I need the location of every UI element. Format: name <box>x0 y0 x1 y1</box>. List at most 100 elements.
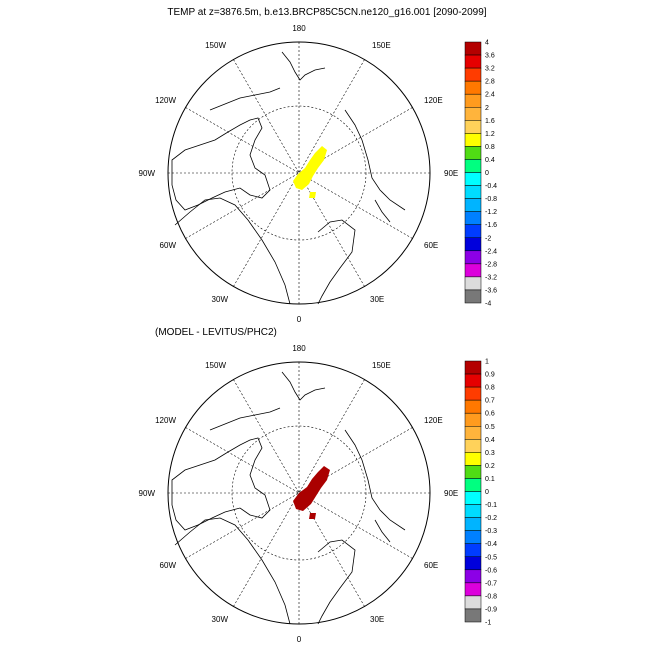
bottom-lon-label-150w: 150W <box>205 361 226 370</box>
top-map: 180 0 90W 90E 150W 150E 120W 120E 60W 60… <box>139 24 459 324</box>
bottom_panel-colorbar-label: 0.1 <box>485 476 495 483</box>
bottom_panel-colorbar-label: -0.5 <box>485 554 497 561</box>
top_panel-colorbar-swatch <box>464 198 482 212</box>
bottom_panel-colorbar-swatch <box>464 556 482 571</box>
bottom_panel-colorbar-label: 0.9 <box>485 372 495 379</box>
bottom_panel-colorbar-label: -0.3 <box>485 528 497 535</box>
top-lon-labels: 180 0 90W 90E 150W 150E 120W 120E 60W 60… <box>139 24 459 324</box>
bottom-lon-label-90e: 90E <box>444 489 458 498</box>
bottom_panel-colorbar-label: 0.4 <box>485 437 495 444</box>
bottom_panel-colorbar-swatch <box>464 386 482 401</box>
top_panel-colorbar-swatch <box>464 93 482 108</box>
top-lon-label-150e: 150E <box>372 41 391 50</box>
bottom-coast-greenland-canada <box>174 517 291 625</box>
top-lon-label-0: 0 <box>297 315 302 324</box>
top_panel-colorbar-swatch <box>464 289 482 304</box>
bottom_panel-colorbar-swatch <box>464 543 482 558</box>
bottom_panel-colorbar-label: 0 <box>485 489 489 496</box>
top-field-patch-small <box>309 192 316 198</box>
bottom-lon-label-90w: 90W <box>139 489 156 498</box>
top-field-patch-main <box>293 146 327 190</box>
bottom_panel-colorbar-swatch <box>464 439 482 453</box>
bottom_panel-colorbar-swatch <box>464 452 482 466</box>
top_panel-colorbar-label: 4 <box>485 40 489 47</box>
top_panel-colorbar-label: 3.6 <box>485 53 495 60</box>
bottom_panel-colorbar-swatch <box>464 517 482 531</box>
top-lon-label-180: 180 <box>292 24 306 33</box>
top-coast-siberia <box>344 109 406 211</box>
bottom_panel-colorbar-label: 0.3 <box>485 450 495 457</box>
bottom-coast-bering <box>281 371 326 401</box>
top_panel-colorbar-swatch <box>464 211 482 225</box>
top-coast-novaya <box>374 199 391 223</box>
bottom-coast-novaya <box>374 519 391 543</box>
bottom-field-patch-small <box>309 513 316 519</box>
top-colorbar: 4 3.6 3.2 2.8 2.4 2 1.6 1.2 0.8 0.4 0 -0.4 -0.8 -1.2 -… <box>464 40 497 308</box>
bottom_panel-colorbar-swatch <box>464 569 482 584</box>
bottom_panel-colorbar-swatch <box>464 399 482 414</box>
top_panel-colorbar-swatch <box>464 107 482 121</box>
bottom_panel-colorbar-swatch <box>464 426 482 440</box>
top_panel-colorbar-label: 2.4 <box>485 92 495 99</box>
bottom_panel-colorbar-label: 0.6 <box>485 411 495 418</box>
bottom_panel-colorbar-label: -0.8 <box>485 593 497 600</box>
bottom-map: 180 0 90W 90E 150W 150E 120W 120E 60W 60… <box>139 344 459 644</box>
top-map-boundary <box>167 41 431 305</box>
top-lon-label-30w: 30W <box>212 295 229 304</box>
bottom-data-field <box>293 466 330 519</box>
bottom-lon-label-60e: 60E <box>424 561 438 570</box>
bottom-graticule <box>168 362 430 624</box>
top_panel-colorbar-swatch <box>464 80 482 95</box>
bottom_panel-colorbar-label: -0.1 <box>485 502 497 509</box>
top_panel-colorbar-swatch <box>464 250 482 265</box>
top-panel: TEMP at z=3876.5m, b.e13.BRCP85C5CN.ne12… <box>139 7 498 324</box>
top-data-field <box>293 146 327 198</box>
top_panel-colorbar-label: -2 <box>485 235 491 242</box>
bottom_panel-colorbar-label: -0.2 <box>485 515 497 522</box>
bottom-colorbar: 1 0.9 0.8 0.7 0.6 0.5 0.4 0.3 0.2 0.1 0 -0.1 -0.2 -0.… <box>464 359 497 627</box>
bottom-lon-label-120w: 120W <box>155 416 176 425</box>
bottom_panel-colorbar-label: -0.4 <box>485 541 497 548</box>
top_panel-colorbar-swatch <box>464 263 482 278</box>
top_panel-colorbar-label: 0 <box>485 170 489 177</box>
top-graticule <box>168 42 430 304</box>
bottom-coast-arctic-archipelago <box>171 437 271 531</box>
bottom_panel-colorbar-swatch <box>464 530 482 544</box>
top_panel-colorbar-label: -3.2 <box>485 274 497 281</box>
bottom-panel: (MODEL - LEVITUS/PHC2) <box>139 327 498 644</box>
bottom_panel-colorbar-swatch <box>464 608 482 623</box>
top-coastlines <box>171 51 406 305</box>
top_panel-colorbar-swatch <box>464 276 482 291</box>
bottom-coast-alaska <box>209 407 281 431</box>
bottom_panel-colorbar-swatch <box>464 360 482 375</box>
bottom_panel-colorbar-swatch <box>464 491 482 505</box>
top_panel-colorbar-label: -1.2 <box>485 209 497 216</box>
bottom_panel-colorbar-label: 0.2 <box>485 463 495 470</box>
bottom-lon-label-120e: 120E <box>424 416 443 425</box>
top_panel-colorbar-label: 2.8 <box>485 79 495 86</box>
bottom-coastlines <box>171 371 406 625</box>
bottom-lon-label-180: 180 <box>292 344 306 353</box>
top-lon-label-60w: 60W <box>160 241 177 250</box>
top_panel-colorbar-label: 1.2 <box>485 131 495 138</box>
top-lon-label-120e: 120E <box>424 96 443 105</box>
top-lon-label-60e: 60E <box>424 241 438 250</box>
top_panel-colorbar-label: 1.6 <box>485 118 495 125</box>
bottom_panel-colorbar-label: -1 <box>485 620 491 627</box>
bottom-lon-label-150e: 150E <box>372 361 391 370</box>
bottom_panel-colorbar-label: 0.8 <box>485 385 495 392</box>
bottom-coast-siberia <box>344 429 406 531</box>
bottom_panel-colorbar-label: -0.7 <box>485 580 497 587</box>
top_panel-colorbar-swatch <box>464 133 482 147</box>
top-coast-scandinavia <box>317 219 356 305</box>
bottom-lon-label-0: 0 <box>297 635 302 644</box>
top-lon-label-150w: 150W <box>205 41 226 50</box>
top-coast-alaska <box>209 87 281 111</box>
top-coast-bering <box>281 51 326 81</box>
bottom_panel-colorbar-swatch <box>464 582 482 597</box>
top-lon-label-90e: 90E <box>444 169 458 178</box>
bottom_panel-colorbar-label: -0.9 <box>485 606 497 613</box>
top_panel-colorbar-swatch <box>464 54 482 69</box>
top_panel-colorbar-label: 3.2 <box>485 66 495 73</box>
bottom-lon-label-30w: 30W <box>212 615 229 624</box>
